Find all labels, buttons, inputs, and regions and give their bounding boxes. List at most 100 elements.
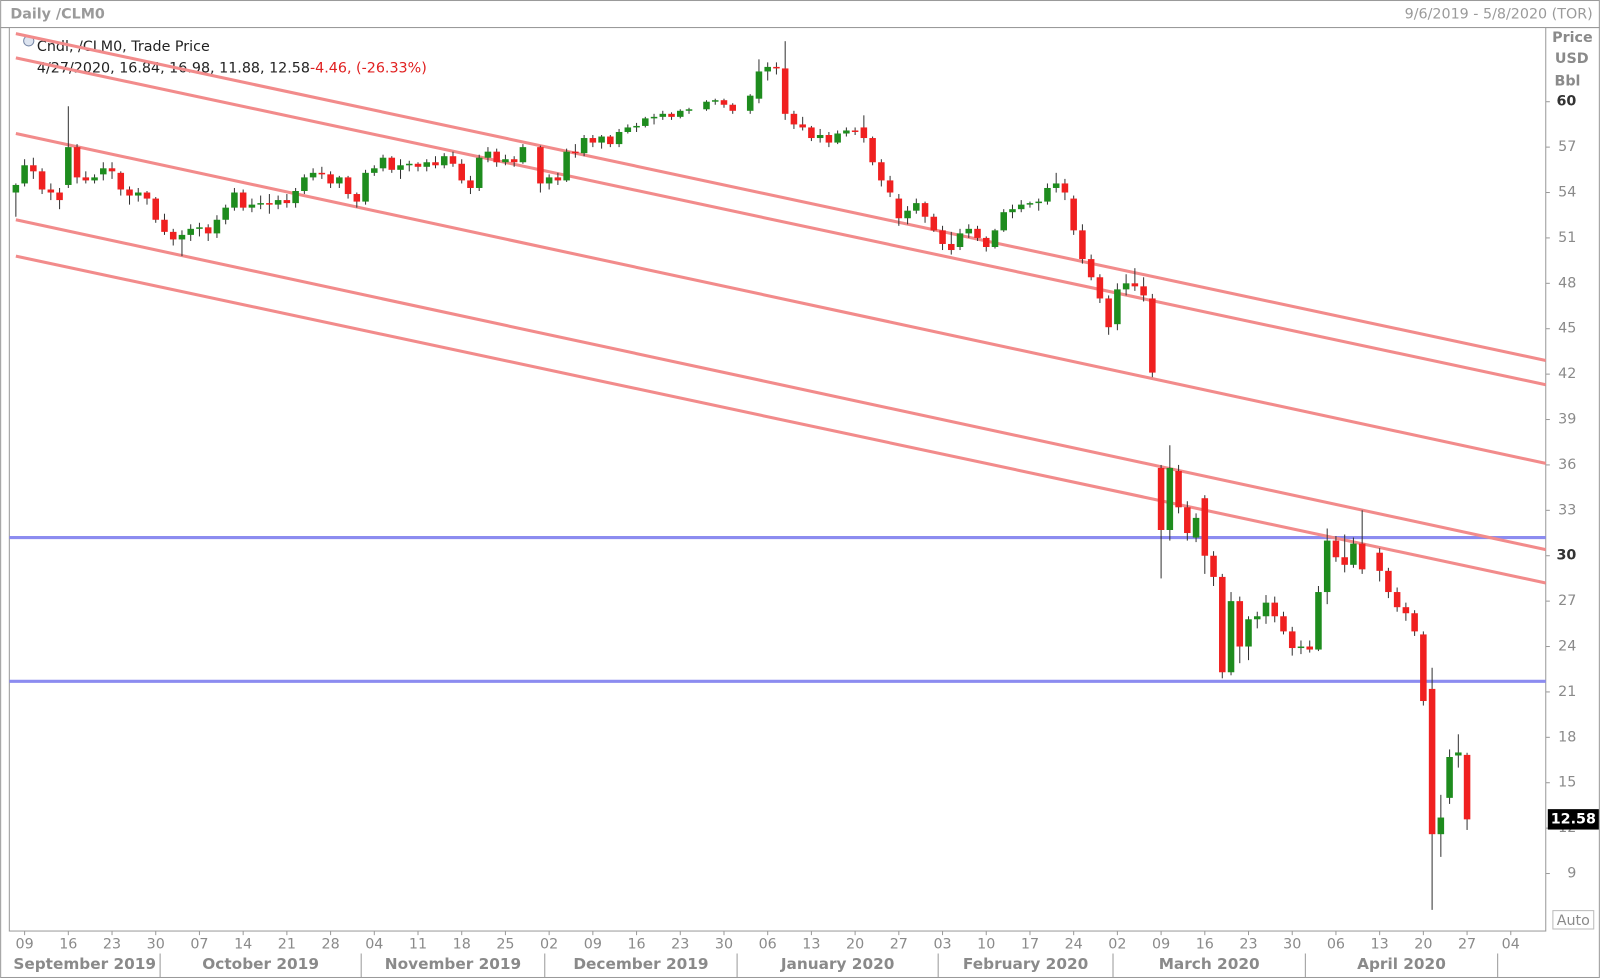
x-tick-label: 23: [1239, 936, 1257, 952]
y-tick-label: 30: [1557, 548, 1577, 564]
candle-body: [1166, 467, 1174, 530]
candle-body: [1035, 201, 1042, 204]
candle-body: [537, 147, 544, 184]
candle-body: [1297, 646, 1305, 649]
candle-body: [475, 157, 483, 188]
candle-body: [982, 237, 990, 248]
candle-body: [816, 135, 824, 139]
trendline: [15, 56, 1547, 387]
scale-mode[interactable]: Auto: [1557, 913, 1590, 929]
candle-body: [1009, 209, 1016, 213]
x-tick-label: 06: [1327, 936, 1345, 952]
y-tick-label: 27: [1558, 593, 1576, 609]
candle-body: [1192, 517, 1200, 538]
x-tick-label: 13: [802, 936, 820, 952]
candle-body: [65, 147, 72, 185]
candle-body: [799, 124, 806, 128]
y-tick-label: 51: [1558, 230, 1576, 246]
y-tick-label: 24: [1558, 639, 1576, 655]
month-label: January 2020: [780, 955, 895, 973]
price-tag: [1547, 809, 1599, 830]
y-tick-label: 15: [1558, 775, 1576, 791]
candle-body: [309, 172, 317, 178]
candle-body: [589, 138, 597, 143]
candle-body: [1079, 230, 1086, 260]
candle-body: [1437, 817, 1445, 835]
candle-body: [790, 113, 798, 125]
month-label: September 2019: [13, 955, 156, 973]
month-label: December 2019: [573, 955, 708, 973]
month-label: March 2020: [1159, 955, 1260, 973]
candle-body: [1131, 283, 1139, 287]
candle-body: [362, 172, 369, 202]
candle-body: [213, 219, 221, 234]
candle-body: [895, 198, 903, 219]
candle-body: [624, 127, 632, 132]
candle-body: [598, 136, 605, 143]
y-tick-label: 60: [1557, 94, 1577, 110]
candle-body: [1105, 298, 1112, 328]
candle-body: [939, 230, 946, 244]
y-tick-label: 21: [1558, 684, 1576, 700]
candle-body: [633, 125, 640, 128]
y-tick-label: 33: [1558, 502, 1576, 518]
x-tick-label: 02: [1108, 936, 1126, 952]
x-tick-label: 28: [321, 936, 339, 952]
candle-body: [222, 207, 229, 220]
candle-body: [1087, 259, 1095, 278]
candle-body: [91, 177, 98, 181]
x-tick-label: 18: [453, 936, 471, 952]
y-tick-label: 9: [1567, 866, 1576, 882]
candle-body: [1402, 607, 1410, 614]
candle-body: [257, 203, 264, 205]
candle-body: [1175, 470, 1182, 508]
candle-body: [1044, 187, 1051, 202]
candle-body: [1017, 204, 1025, 210]
y-tick-label: 18: [1558, 729, 1576, 745]
candle-body: [38, 171, 46, 190]
candle-body: [484, 151, 492, 158]
candle-body: [1061, 183, 1069, 193]
candle-body: [196, 227, 203, 229]
x-tick-label: 24: [1065, 936, 1083, 952]
month-label: February 2020: [963, 955, 1088, 973]
x-tick-label: 20: [1414, 936, 1432, 952]
candle-body: [1271, 602, 1279, 617]
x-tick-label: 30: [1283, 936, 1301, 952]
month-label: April 2020: [1357, 955, 1446, 973]
candle-body: [1114, 289, 1121, 325]
candle-body: [1446, 757, 1453, 798]
candle-body: [860, 127, 868, 139]
candle-body: [432, 162, 439, 166]
candle-body: [1341, 557, 1348, 565]
candle-body: [1122, 283, 1130, 290]
candle-body: [12, 184, 20, 193]
candle-body: [1262, 602, 1270, 617]
candle-body: [1455, 752, 1462, 756]
trendline: [15, 132, 1547, 465]
candle-body: [1157, 467, 1165, 530]
candle-body: [554, 177, 562, 181]
candle-body: [851, 130, 859, 132]
candle-body: [423, 162, 431, 167]
auto-box[interactable]: [1552, 910, 1595, 930]
candle-body: [781, 68, 789, 114]
y-tick-label: 45: [1558, 321, 1576, 337]
x-tick-label: 09: [1152, 936, 1170, 952]
y-tick-label: 36: [1558, 457, 1576, 473]
trendline: [15, 32, 1547, 363]
candle-body: [1463, 754, 1471, 820]
candle-body: [493, 151, 500, 163]
x-tick-label: 25: [496, 936, 514, 952]
candle-body: [1420, 634, 1427, 702]
candle-body: [397, 165, 404, 170]
candle-body: [414, 163, 422, 167]
candle-body: [143, 192, 151, 199]
x-tick-label: 07: [190, 936, 208, 952]
candle-body: [204, 227, 212, 234]
chart-title: Daily /CLM0: [10, 6, 105, 22]
candle-body: [379, 157, 387, 169]
x-tick-label: 13: [1371, 936, 1389, 952]
candle-body: [117, 172, 125, 190]
candle-body: [108, 168, 116, 172]
